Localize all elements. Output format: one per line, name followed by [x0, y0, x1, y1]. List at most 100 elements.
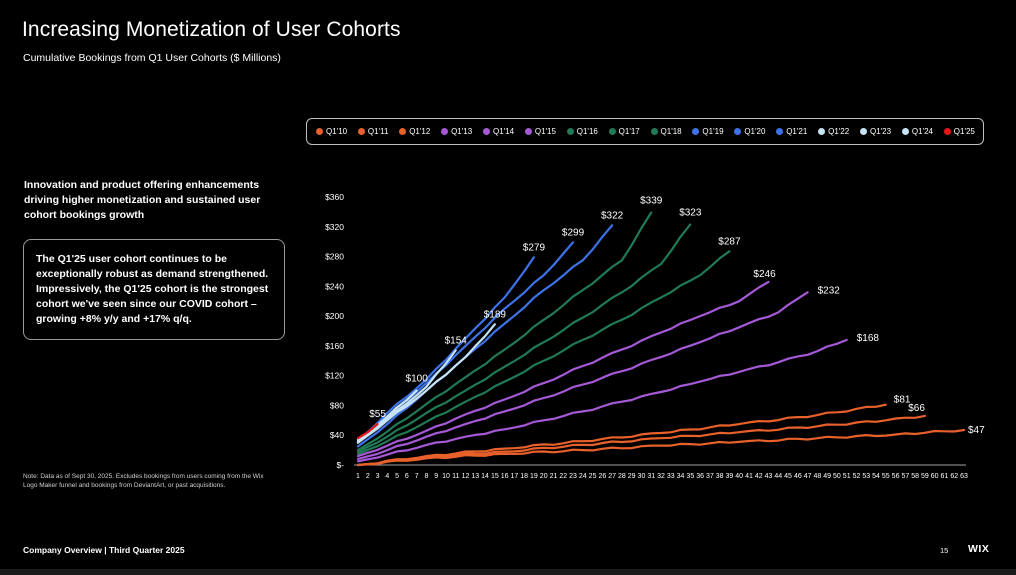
- slide-title: Increasing Monetization of User Cohorts: [22, 18, 401, 41]
- y-tick-label: $240: [325, 281, 344, 291]
- series-line-Q115: [356, 280, 770, 458]
- x-tick-label: 28: [618, 473, 626, 480]
- series-line-Q116: [356, 250, 731, 455]
- legend-swatch: [482, 128, 490, 135]
- data-label: $322: [601, 210, 624, 221]
- legend-swatch: [734, 128, 742, 135]
- x-tick-label: 50: [833, 473, 841, 480]
- x-tick-label: 55: [882, 473, 890, 480]
- series-line-Q118: [356, 211, 653, 452]
- legend-label: Q1'10: [326, 127, 348, 136]
- series-line-Q122: [356, 323, 496, 444]
- series-line-Q117: [356, 223, 692, 453]
- footer-label: Company Overview | Third Quarter 2025: [23, 545, 185, 555]
- x-tick-label: 32: [657, 473, 665, 480]
- x-tick-label: 43: [765, 473, 773, 480]
- x-tick-label: 11: [452, 473, 459, 480]
- legend-item: Q1'16: [566, 127, 598, 136]
- chart-legend: Q1'10 Q1'11 Q1'12 Q1'13 Q1'14 Q1'15 Q1'16 Q1'17…: [306, 118, 984, 145]
- x-tick-label: 12: [462, 473, 470, 480]
- x-tick-label: 45: [784, 473, 792, 480]
- bottom-bar: [0, 569, 1016, 575]
- legend-item: Q1'17: [608, 127, 640, 136]
- data-label: $81: [894, 395, 911, 406]
- legend-label: Q1'25: [953, 127, 975, 136]
- data-label: $323: [679, 208, 702, 219]
- legend-item: Q1'10: [316, 127, 347, 136]
- series-line-Q114: [356, 291, 809, 461]
- legend-swatch: [818, 128, 826, 135]
- callout-text: The Q1'25 user cohort continues to be ex…: [36, 253, 269, 325]
- x-tick-label: 39: [726, 473, 734, 480]
- legend-item: Q1'18: [650, 127, 682, 136]
- x-tick-label: 54: [872, 473, 880, 480]
- x-tick-label: 13: [471, 473, 479, 480]
- x-tick-label: 47: [804, 473, 812, 480]
- x-tick-label: 51: [843, 473, 851, 480]
- series-line-Q113: [356, 338, 848, 463]
- legend-label: Q1'18: [660, 127, 682, 136]
- x-tick-label: 61: [941, 473, 949, 480]
- legend-swatch: [441, 128, 449, 135]
- y-tick-label: $-: [336, 460, 344, 470]
- series-line-Q121: [356, 256, 536, 443]
- y-tick-label: $120: [325, 371, 344, 381]
- legend-label: Q1'22: [828, 127, 850, 136]
- legend-swatch: [776, 128, 784, 135]
- x-tick-label: 19: [530, 473, 538, 480]
- x-tick-label: 62: [950, 473, 958, 480]
- series-line-Q125: [356, 423, 379, 440]
- legend-item: Q1'12: [399, 127, 430, 136]
- data-label: $55: [369, 409, 386, 420]
- series-line-Q123: [356, 349, 457, 443]
- data-label: $189: [484, 309, 507, 320]
- x-tick-label: 27: [608, 473, 616, 480]
- footnote: Note: Data as of Sept 30, 2025. Excludes…: [23, 473, 264, 489]
- legend-swatch: [316, 128, 323, 135]
- x-tick-label: 26: [598, 473, 606, 480]
- data-label: $232: [818, 285, 841, 296]
- x-tick-label: 35: [686, 473, 694, 480]
- legend-label: Q1'23: [869, 127, 892, 136]
- x-tick-label: 5: [395, 473, 399, 480]
- legend-swatch: [859, 128, 867, 135]
- x-tick-label: 56: [892, 473, 900, 480]
- slide-subtitle: Cumulative Bookings from Q1 User Cohorts…: [23, 52, 281, 64]
- data-label: $47: [968, 425, 985, 436]
- x-tick-label: 8: [424, 473, 428, 480]
- legend-item: Q1'14: [482, 127, 514, 136]
- x-tick-label: 21: [550, 473, 558, 480]
- x-tick-label: 41: [745, 473, 753, 480]
- legend-item: Q1'25: [943, 127, 975, 136]
- x-tick-label: 23: [569, 473, 577, 480]
- x-tick-label: 7: [415, 473, 419, 480]
- legend-label: Q1'12: [409, 127, 431, 136]
- data-label: $168: [857, 333, 880, 344]
- x-tick-label: 10: [442, 473, 450, 480]
- x-tick-label: 57: [901, 473, 909, 480]
- legend-label: Q1'17: [618, 127, 640, 136]
- data-label: $279: [523, 242, 546, 253]
- data-label: $246: [753, 269, 776, 280]
- x-tick-label: 60: [931, 473, 939, 480]
- wix-logo: WIX: [968, 543, 990, 555]
- data-label: $339: [640, 196, 663, 207]
- x-tick-label: 48: [813, 473, 821, 480]
- x-tick-label: 58: [911, 473, 919, 480]
- x-tick-label: 49: [823, 473, 831, 480]
- legend-label: Q1'20: [744, 127, 766, 136]
- x-tick-label: 53: [862, 473, 870, 480]
- legend-label: Q1'19: [702, 127, 724, 136]
- headline-text: Innovation and product offering enhancem…: [24, 179, 261, 221]
- x-tick-label: 33: [667, 473, 675, 480]
- x-tick-label: 6: [405, 473, 409, 480]
- legend-label: Q1'15: [534, 127, 556, 136]
- x-tick-label: 36: [696, 473, 704, 480]
- legend-swatch: [943, 128, 951, 135]
- x-tick-label: 3: [376, 473, 380, 480]
- page-number: 15: [940, 546, 949, 555]
- x-tick-label: 4: [385, 473, 389, 480]
- x-tick-label: 63: [960, 473, 968, 480]
- x-tick-label: 22: [559, 473, 567, 480]
